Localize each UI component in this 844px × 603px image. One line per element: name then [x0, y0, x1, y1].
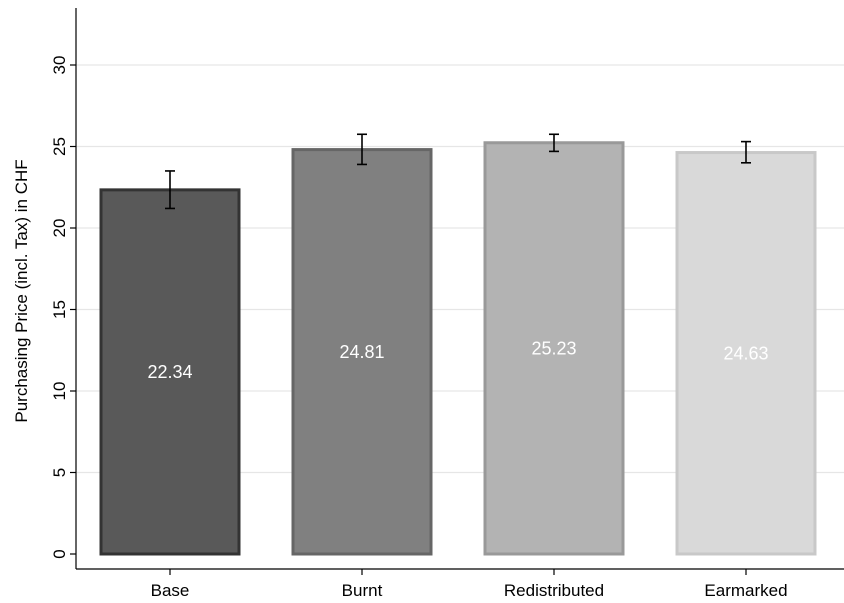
y-axis-title: Purchasing Price (incl. Tax) in CHF: [12, 159, 31, 422]
error-bars: [165, 133, 751, 210]
x-tick-label-redistributed: Redistributed: [504, 581, 604, 600]
bar-redistributed: [483, 141, 625, 556]
data-label-base: 22.34: [147, 362, 192, 382]
bars: [99, 141, 817, 556]
x-tick-label-burnt: Burnt: [342, 581, 383, 600]
x-tick-label-base: Base: [151, 581, 190, 600]
data-label-burnt: 24.81: [339, 342, 384, 362]
y-tick-label: 0: [50, 549, 69, 558]
y-tick-label: 15: [50, 300, 69, 319]
axes: 0 5 10 15 20 25 30 Base Burnt Redistributed Earmar…: [50, 8, 844, 600]
data-label-earmarked: 24.63: [723, 343, 768, 363]
bar-base: [99, 188, 241, 556]
x-tick-label-earmarked: Earmarked: [704, 581, 787, 600]
y-tick-label: 5: [50, 468, 69, 477]
y-tick-label: 10: [50, 382, 69, 401]
data-label-redistributed: 25.23: [531, 338, 576, 358]
data-labels: 22.34 24.81 25.23 24.63: [147, 338, 768, 382]
y-tick-label: 25: [50, 137, 69, 156]
y-tick-label: 30: [50, 56, 69, 75]
bar-burnt: [291, 148, 433, 556]
y-tick-label: 20: [50, 219, 69, 238]
